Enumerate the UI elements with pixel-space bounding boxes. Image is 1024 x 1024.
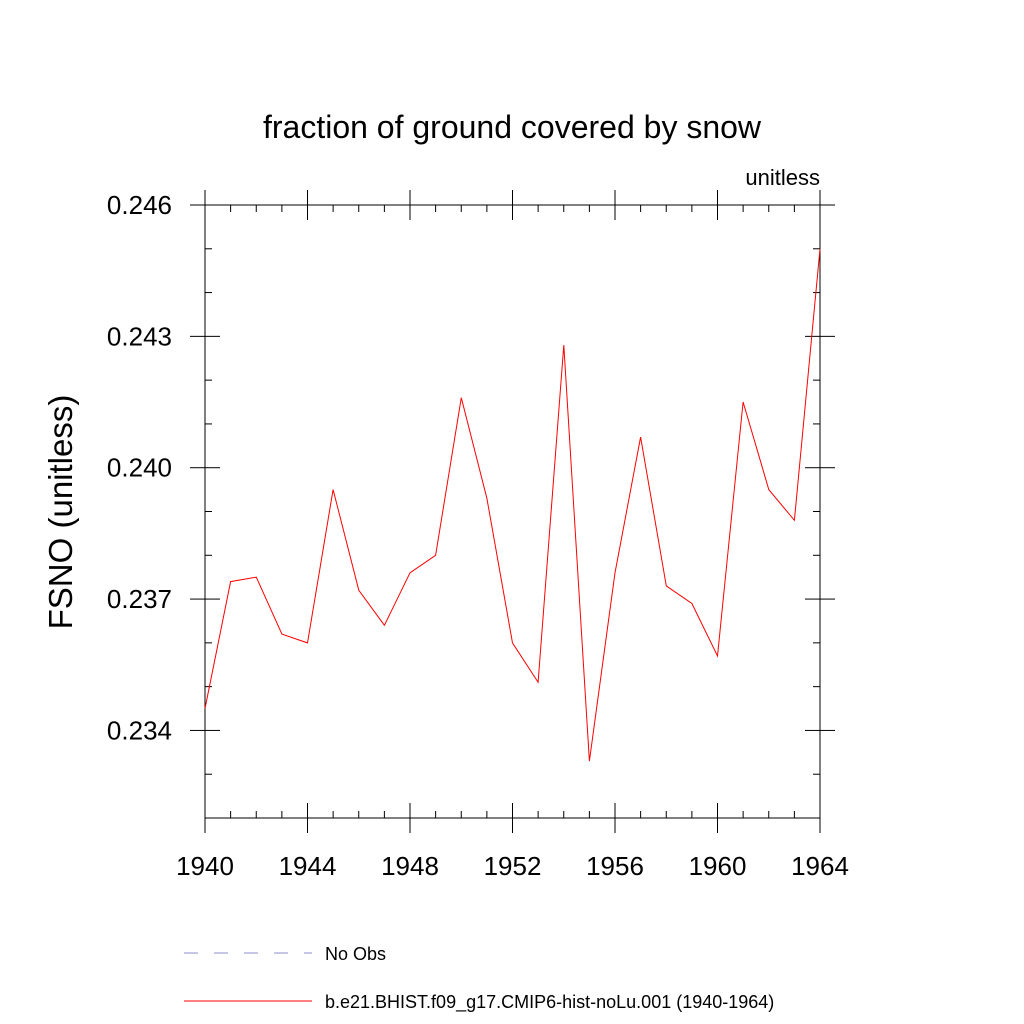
x-tick-label: 1948	[381, 851, 439, 881]
y-tick-label: 0.234	[107, 715, 172, 745]
series-layer	[204, 248, 821, 762]
x-tick-label: 1960	[689, 851, 747, 881]
x-tick-label: 1964	[791, 851, 849, 881]
x-tick-label: 1952	[484, 851, 542, 881]
legend-label-no-obs: No Obs	[325, 944, 386, 964]
y-tick-label: 0.237	[107, 584, 172, 614]
y-tick-label: 0.243	[107, 321, 172, 351]
plot-frame	[204, 204, 821, 819]
chart-title: fraction of ground covered by snow	[263, 109, 762, 145]
y-tick-label: 0.240	[107, 453, 172, 483]
x-tick-label: 1940	[176, 851, 234, 881]
x-tick-label: 1956	[586, 851, 644, 881]
units-label: unitless	[745, 165, 820, 190]
legend: No Obs b.e21.BHIST.f09_g17.CMIP6-hist-no…	[184, 944, 774, 1013]
axis-ticks	[190, 190, 835, 833]
x-tick-label: 1944	[279, 851, 337, 881]
x-tick-labels: 1940 1944 1948 1952 1956 1960 1964	[176, 851, 849, 881]
y-tick-label: 0.246	[107, 190, 172, 220]
y-tick-labels: 0.234 0.237 0.240 0.243 0.246	[107, 190, 172, 745]
series-line	[204, 248, 821, 762]
y-axis-label: FSNO (unitless)	[42, 395, 79, 630]
legend-label-model: b.e21.BHIST.f09_g17.CMIP6-hist-noLu.001 …	[325, 992, 774, 1013]
